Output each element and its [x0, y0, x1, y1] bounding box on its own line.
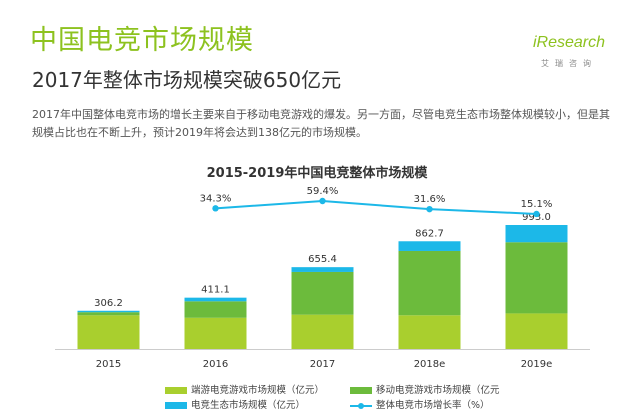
growth-label-2017: 59.4%	[307, 186, 339, 197]
bar-segment-2016-series-1	[184, 301, 247, 318]
legend-swatch-mobile	[350, 387, 372, 394]
legend-item-growth: 整体电竞市场增长率（%）	[350, 399, 490, 412]
legend-label-pc: 端游电竞游戏市场规模（亿元）	[191, 385, 325, 396]
bar-segment-2019e-series-2	[505, 225, 568, 243]
legend-label-ecosystem: 电竞生态市场规模（亿元）	[191, 400, 306, 411]
growth-point-2019e	[533, 210, 540, 218]
x-tick-label-2018e: 2018e	[414, 359, 446, 370]
total-label-2019e: 993.0	[522, 212, 551, 223]
logo-wordmark: iResearch	[533, 34, 606, 51]
bar-segment-2015-series-0	[77, 315, 140, 349]
growth-rate-line	[215, 199, 537, 215]
description-text: 2017年中国整体电竞市场的增长主要来自于移动电竞游戏的爆发。另一方面，尽管电竞…	[32, 108, 610, 139]
bar-segment-2018e-series-2	[398, 241, 461, 251]
growth-point-2016	[212, 205, 219, 212]
total-label-2017: 655.4	[308, 254, 337, 265]
legend-swatch-ecosystem	[165, 402, 187, 409]
page-subtitle: 2017年整体市场规模突破650亿元	[32, 68, 342, 92]
growth-label-2019e: 15.1%	[521, 199, 553, 210]
x-tick-label-2016: 2016	[203, 359, 228, 370]
bar-segment-2016-series-0	[184, 317, 247, 349]
logo-subtext: 艾瑞咨询	[541, 59, 597, 68]
growth-point-2018e	[426, 205, 433, 213]
bar-segment-2019e-series-1	[505, 242, 568, 314]
growth-label-2016: 34.3%	[200, 193, 232, 204]
total-label-2016: 411.1	[201, 285, 230, 296]
legend-item-ecosystem: 电竞生态市场规模（亿元）	[165, 399, 305, 412]
bar-segment-2017-series-0	[291, 314, 354, 349]
bar-segment-2019e-series-0	[505, 313, 568, 349]
iresearch-logo: iResearch 艾瑞咨询	[533, 34, 613, 74]
x-tick-label-2019e: 2019e	[521, 359, 553, 370]
legend-item-pc: 端游电竞游戏市场规模（亿元）	[165, 384, 324, 397]
market-size-chart: 306.2 2015 411.1 2016 655.4 2017 862.7 2018e 993…	[55, 186, 590, 370]
legend-label-mobile: 移动电竞游戏市场规模（亿元	[376, 385, 500, 396]
page-title: 中国电竞市场规模	[30, 25, 254, 56]
x-tick-label-2017: 2017	[310, 359, 335, 370]
growth-point-2017	[319, 197, 326, 205]
bar-segment-2015-series-2	[77, 310, 140, 313]
total-label-2018e: 862.7	[415, 228, 444, 239]
chart-legend: 端游电竞游戏市场规模（亿元） 移动电竞游戏市场规模（亿元 电竞生态市场规模（亿元…	[165, 384, 605, 414]
legend-item-mobile: 移动电竞游戏市场规模（亿元	[350, 384, 500, 397]
growth-label-2018e: 31.6%	[414, 194, 446, 205]
x-tick-label-2015: 2015	[96, 359, 121, 370]
bar-segment-2017-series-1	[291, 271, 354, 315]
bar-segment-2017-series-2	[291, 267, 354, 272]
bar-segment-2015-series-1	[77, 312, 140, 316]
total-label-2015: 306.2	[94, 298, 123, 309]
chart-title: 2015-2019年中国电竞整体市场规模	[206, 166, 428, 181]
legend-swatch-pc	[165, 387, 187, 394]
legend-label-growth: 整体电竞市场增长率（%）	[376, 400, 490, 411]
bar-segment-2016-series-2	[184, 297, 247, 302]
legend-line-growth	[350, 402, 372, 409]
bar-segment-2018e-series-0	[398, 315, 461, 349]
bar-segment-2018e-series-1	[398, 250, 461, 316]
